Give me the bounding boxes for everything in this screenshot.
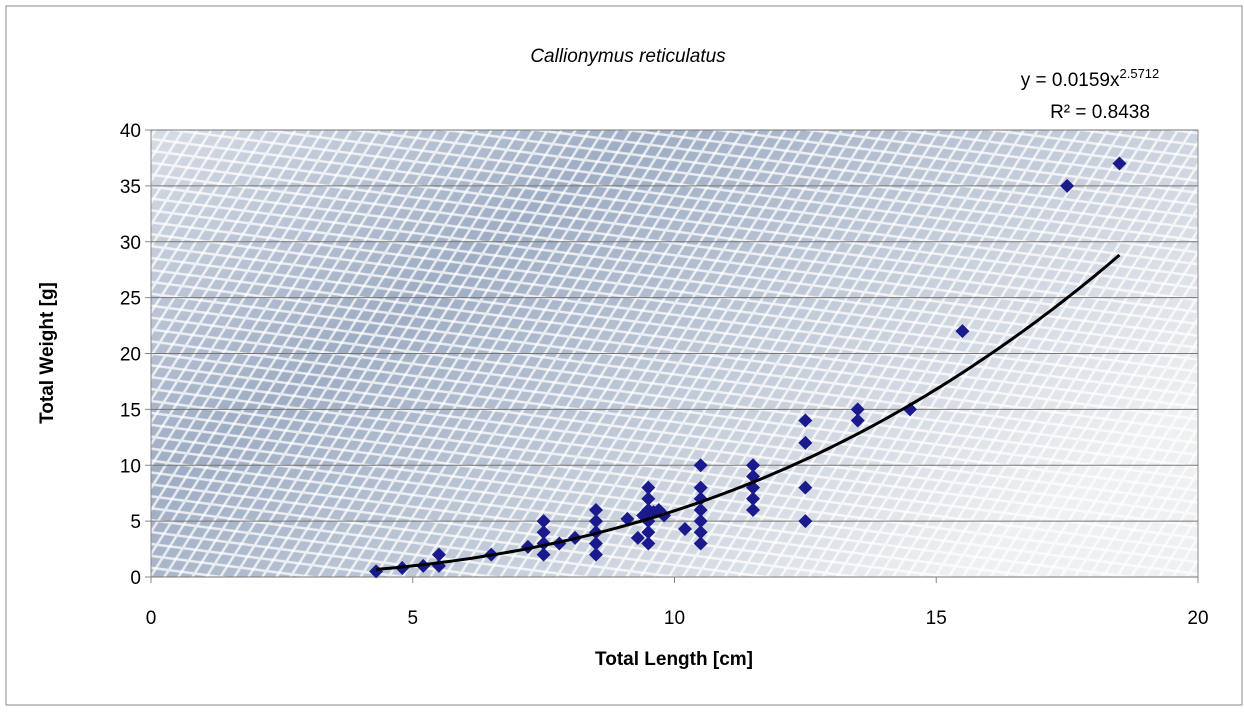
- y-tick-label: 10: [120, 456, 141, 477]
- point: [1112, 156, 1127, 171]
- x-tick-label: 0: [146, 608, 157, 629]
- equation-text: y = 0.0159x: [1021, 70, 1120, 91]
- point: [798, 480, 813, 495]
- point: [630, 530, 645, 545]
- point: [536, 514, 551, 529]
- y-axis-label: Total Weight [g]: [37, 282, 58, 424]
- y-tick-label: 5: [130, 512, 141, 533]
- point: [588, 502, 603, 517]
- point: [1060, 178, 1075, 193]
- chart-title: Callionymus reticulatus: [530, 46, 726, 67]
- point: [955, 324, 970, 339]
- point: [693, 525, 708, 540]
- y-tick-label: 30: [120, 233, 141, 254]
- point: [798, 514, 813, 529]
- point: [536, 525, 551, 540]
- x-axis-label: Total Length [cm]: [595, 649, 753, 670]
- y-tick-label: 40: [120, 121, 141, 142]
- point: [746, 458, 761, 473]
- point: [677, 521, 692, 536]
- point: [693, 458, 708, 473]
- point: [693, 480, 708, 495]
- point: [588, 536, 603, 551]
- point: [693, 514, 708, 529]
- point: [588, 514, 603, 529]
- point: [693, 536, 708, 551]
- point: [431, 547, 446, 562]
- r-squared: R² = 0.8438: [1050, 102, 1150, 123]
- point: [798, 413, 813, 428]
- point: [641, 480, 656, 495]
- trend-equation: y = 0.0159x2.5712: [1021, 66, 1160, 91]
- y-tick-label: 0: [130, 568, 141, 589]
- point: [798, 435, 813, 450]
- y-tick-label: 25: [120, 289, 141, 310]
- trendline: [375, 253, 1121, 571]
- y-tick-label: 35: [120, 177, 141, 198]
- point: [641, 536, 656, 551]
- point: [746, 502, 761, 517]
- point: [588, 547, 603, 562]
- point: [641, 491, 656, 506]
- y-tick-label: 15: [120, 400, 141, 421]
- point: [850, 402, 865, 417]
- point: [850, 413, 865, 428]
- equation-exponent: 2.5712: [1120, 66, 1160, 81]
- x-tick-label: 15: [926, 608, 947, 629]
- point: [746, 491, 761, 506]
- point: [620, 511, 635, 526]
- x-tick-label: 10: [664, 608, 685, 629]
- y-tick-label: 20: [120, 345, 141, 366]
- x-tick-label: 20: [1187, 608, 1208, 629]
- point: [641, 525, 656, 540]
- point: [536, 547, 551, 562]
- point: [693, 502, 708, 517]
- x-tick-label: 5: [407, 608, 418, 629]
